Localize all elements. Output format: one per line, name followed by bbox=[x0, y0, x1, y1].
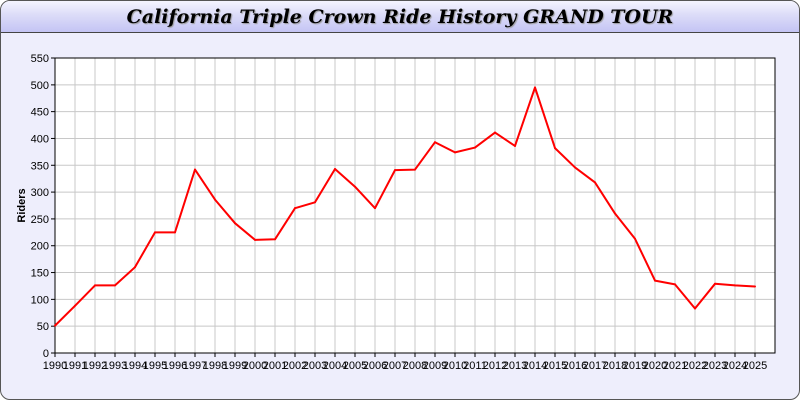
x-tick-label: 2014 bbox=[523, 360, 547, 372]
y-tick-label: 200 bbox=[31, 241, 49, 253]
y-tick-label: 50 bbox=[37, 321, 49, 333]
data-point bbox=[334, 168, 336, 171]
data-point bbox=[194, 168, 196, 171]
data-point bbox=[594, 181, 596, 184]
data-point bbox=[174, 231, 176, 234]
x-tick-label: 1998 bbox=[203, 360, 227, 372]
x-tick-label: 1996 bbox=[163, 360, 187, 372]
data-point bbox=[454, 151, 456, 154]
data-point bbox=[434, 141, 436, 144]
y-tick-label: 450 bbox=[31, 107, 49, 119]
x-tick-label: 1991 bbox=[63, 360, 87, 372]
x-tick-label: 2006 bbox=[363, 360, 387, 372]
y-axis-label: Riders bbox=[16, 188, 28, 222]
x-tick-label: 2001 bbox=[263, 360, 287, 372]
x-tick-label: 1999 bbox=[223, 360, 247, 372]
data-point bbox=[374, 207, 376, 210]
data-point bbox=[314, 201, 316, 204]
y-tick-label: 300 bbox=[31, 187, 49, 199]
data-point bbox=[394, 169, 396, 172]
data-point bbox=[154, 231, 156, 234]
data-point bbox=[754, 285, 756, 288]
x-tick-label: 2022 bbox=[683, 360, 707, 372]
x-tick-label: 1993 bbox=[103, 360, 127, 372]
x-tick-label: 2020 bbox=[643, 360, 667, 372]
data-point bbox=[74, 304, 76, 307]
data-point bbox=[54, 324, 56, 327]
x-tick-label: 2021 bbox=[663, 360, 687, 372]
data-point bbox=[694, 307, 696, 310]
data-point bbox=[354, 185, 356, 188]
plot-border bbox=[54, 57, 776, 354]
x-tick-label: 1995 bbox=[143, 360, 167, 372]
data-point bbox=[494, 131, 496, 134]
x-tick-label: 2003 bbox=[303, 360, 327, 372]
y-tick-label: 100 bbox=[31, 294, 49, 306]
data-point bbox=[734, 284, 736, 287]
data-point bbox=[614, 212, 616, 215]
data-point bbox=[214, 198, 216, 201]
data-point bbox=[254, 238, 256, 241]
x-tick-label: 2011 bbox=[463, 360, 487, 372]
x-tick-label: 2019 bbox=[623, 360, 647, 372]
title-bar: California Triple Crown Ride History GRA… bbox=[1, 1, 799, 33]
y-tick-label: 0 bbox=[43, 348, 49, 360]
y-tick-label: 400 bbox=[31, 133, 49, 145]
data-point bbox=[654, 279, 656, 282]
y-tick-label: 350 bbox=[31, 160, 49, 172]
data-point bbox=[514, 144, 516, 147]
x-tick-label: 1992 bbox=[83, 360, 107, 372]
data-point bbox=[674, 283, 676, 286]
x-tick-label: 1994 bbox=[123, 360, 147, 372]
x-tick-label: 2024 bbox=[723, 360, 747, 372]
y-tick-label: 500 bbox=[31, 80, 49, 92]
series-line bbox=[54, 86, 756, 327]
x-tick-label: 2010 bbox=[443, 360, 467, 372]
x-tick-label: 2004 bbox=[323, 360, 347, 372]
x-tick-label: 2025 bbox=[743, 360, 767, 372]
y-tick-label: 150 bbox=[31, 268, 49, 280]
x-tick-label: 2007 bbox=[383, 360, 407, 372]
data-point bbox=[414, 168, 416, 171]
x-tick-label: 2008 bbox=[403, 360, 427, 372]
x-tick-label: 2009 bbox=[423, 360, 447, 372]
x-tick-label: 2002 bbox=[283, 360, 307, 372]
data-point bbox=[554, 147, 556, 150]
x-tick-label: 2013 bbox=[503, 360, 527, 372]
data-point bbox=[94, 284, 96, 287]
x-tick-label: 2012 bbox=[483, 360, 507, 372]
data-point bbox=[634, 237, 636, 240]
x-tick-label: 2016 bbox=[563, 360, 587, 372]
x-tick-label: 1990 bbox=[43, 360, 67, 372]
data-point bbox=[274, 238, 276, 241]
data-point bbox=[294, 207, 296, 210]
data-point bbox=[714, 282, 716, 285]
data-point bbox=[574, 166, 576, 169]
x-tick-label: 1997 bbox=[183, 360, 207, 372]
x-tick-label: 2018 bbox=[603, 360, 627, 372]
x-tick-label: 2015 bbox=[543, 360, 567, 372]
x-tick-label: 2023 bbox=[703, 360, 727, 372]
data-point bbox=[234, 222, 236, 225]
x-tick-label: 2000 bbox=[243, 360, 267, 372]
data-point bbox=[534, 86, 536, 89]
x-tick-label: 2017 bbox=[583, 360, 607, 372]
data-point bbox=[474, 146, 476, 149]
data-point bbox=[114, 284, 116, 287]
y-tick-label: 550 bbox=[31, 53, 49, 65]
y-tick-label: 250 bbox=[31, 214, 49, 226]
chart-title: California Triple Crown Ride History GRA… bbox=[126, 6, 674, 28]
x-tick-label: 2005 bbox=[343, 360, 367, 372]
data-point bbox=[134, 266, 136, 269]
